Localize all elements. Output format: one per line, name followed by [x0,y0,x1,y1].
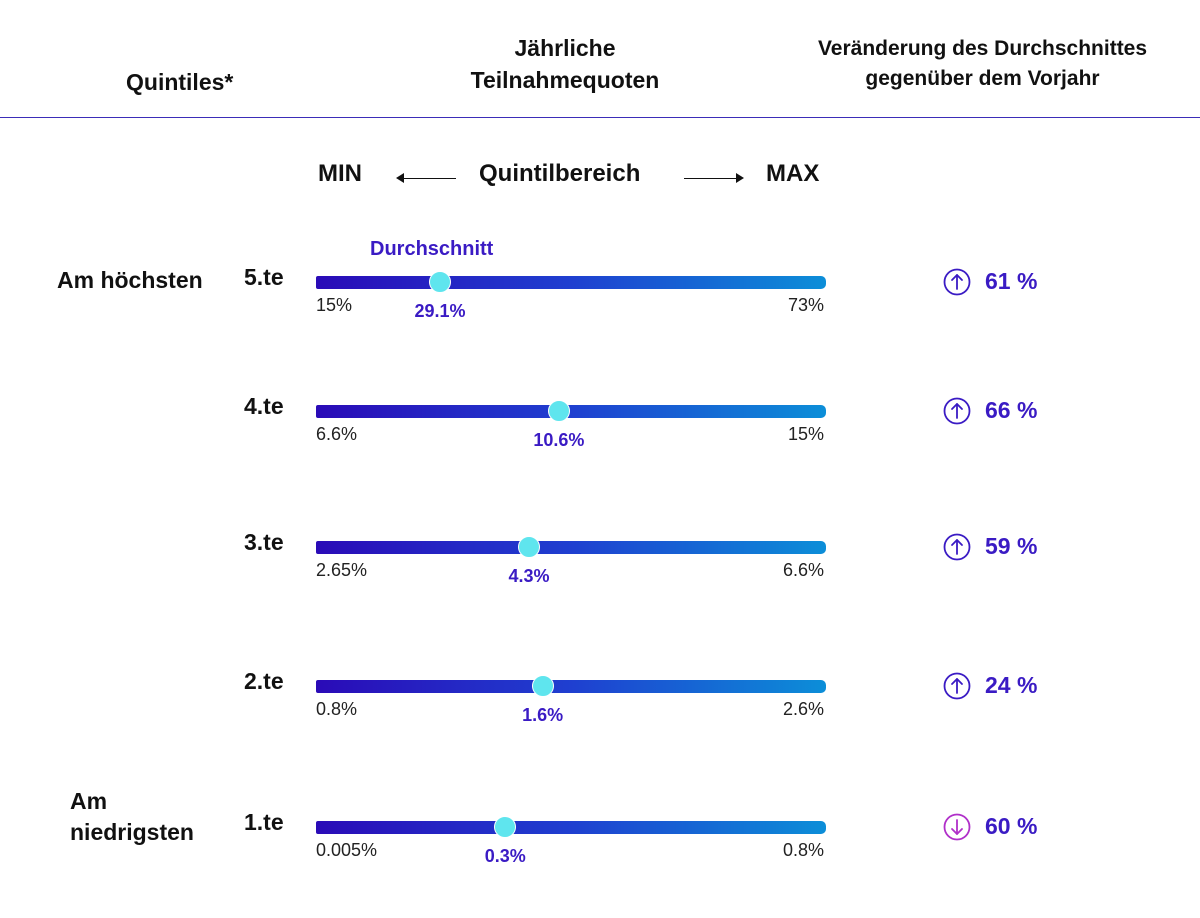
header-quintiles: Quintiles* [126,69,234,95]
quintile-row: 1.te 0.005% 0.3% 0.8% 60 % [0,809,1200,873]
range-min-value: 15% [316,295,353,315]
average-label: Durchschnitt [370,238,494,260]
range-bar [316,821,826,834]
range-bar [316,405,826,418]
quintile-row: 4.te 6.6% 10.6% 15% 66 % [0,393,1200,457]
range-min-value: 0.005% [316,840,378,860]
header-change-line2: gegenüber dem Vorjahr [865,67,1100,90]
side-label-lowest-line2: niedrigsten [70,819,194,845]
quintile-label: 1.te [244,809,284,835]
range-min-value: 2.65% [316,560,368,580]
arrow-up-circle-icon [943,533,971,561]
range-max-value: 15% [787,424,824,444]
arrow-up-circle-icon [943,268,971,296]
range-bar [316,541,826,554]
axis-range-label: Quintilbereich [479,160,641,187]
arrow-left-icon [396,173,456,183]
average-marker [494,816,517,838]
axis-min-label: MIN [318,160,362,187]
range-bar [316,680,826,693]
range-max-value: 2.6% [782,699,824,719]
average-value: 29.1% [414,301,466,321]
arrow-up-circle-icon [943,672,971,700]
side-label-highest: Am höchsten [57,267,203,293]
range-bar [316,276,826,289]
average-value: 4.3% [508,566,550,586]
arrow-up-circle-icon [943,397,971,425]
quintile-label: 3.te [244,529,284,555]
side-label-lowest-line1: Am [70,788,108,814]
header-annual-rates: Jährliche Teilnahmequoten [420,32,710,96]
quintile-row: 3.te 2.65% 4.3% 6.6% 59 % [0,529,1200,593]
quintile-row: 2.te 0.8% 1.6% 2.6% 24 % [0,668,1200,732]
average-marker [531,675,554,697]
header-change: Veränderung des Durchschnittes gegenüber… [790,34,1175,94]
arrow-down-circle-icon [943,813,971,841]
change-value: 60 % [985,813,1038,839]
quintile-row: 5.te 15% 29.1% 73% 61 % [0,264,1200,328]
axis-max-label: MAX [766,160,820,187]
change-value: 59 % [985,533,1038,559]
average-value: 10.6% [533,430,585,450]
change-value: 24 % [985,672,1038,698]
header-change-line1: Veränderung des Durchschnittes [817,37,1148,60]
side-label-lowest: Am niedrigsten [70,786,194,848]
average-value: 1.6% [522,705,564,725]
range-max-value: 0.8% [782,840,824,860]
arrow-right-icon [684,173,744,183]
change-value: 66 % [985,397,1038,423]
range-max-value: 6.6% [782,560,824,580]
range-min-value: 0.8% [316,699,358,719]
header-annual-rates-line2: Teilnahmequoten [470,67,660,93]
range-min-value: 6.6% [316,424,358,444]
average-marker [547,400,570,422]
quintile-label: 2.te [244,668,284,694]
average-value: 0.3% [484,846,526,866]
range-max-value: 73% [787,295,824,315]
average-marker [518,536,541,558]
header-annual-rates-line1: Jährliche [514,35,616,61]
header-divider [0,117,1200,118]
average-marker [428,271,451,293]
quintile-label: 5.te [244,264,284,290]
quintile-label: 4.te [244,393,284,419]
change-value: 61 % [985,268,1038,294]
